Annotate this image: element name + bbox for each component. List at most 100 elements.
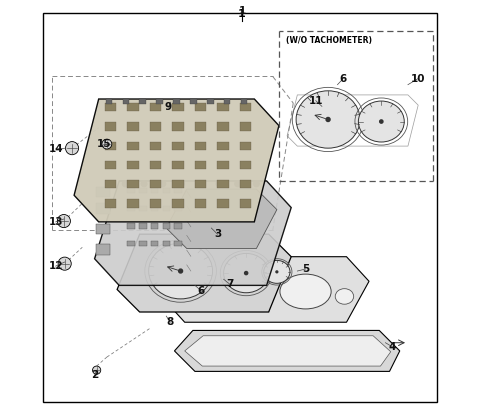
Bar [150, 161, 161, 169]
Text: 6: 6 [339, 74, 347, 83]
Bar [172, 142, 184, 150]
Circle shape [235, 181, 240, 187]
Circle shape [57, 215, 71, 228]
Bar [151, 206, 158, 211]
Bar [151, 224, 158, 229]
Bar [127, 188, 135, 193]
Bar [174, 241, 182, 247]
Bar [217, 199, 229, 208]
Bar [174, 224, 182, 229]
Bar [240, 142, 252, 150]
Circle shape [141, 181, 147, 187]
Bar [195, 180, 206, 188]
Circle shape [197, 181, 203, 187]
Circle shape [253, 181, 259, 187]
Text: 5: 5 [302, 264, 309, 274]
Bar [127, 241, 135, 247]
Circle shape [122, 181, 128, 187]
Ellipse shape [224, 254, 269, 293]
Ellipse shape [359, 101, 404, 142]
Bar [139, 224, 146, 229]
Text: 1: 1 [238, 9, 246, 19]
Circle shape [245, 272, 248, 275]
Bar [96, 224, 110, 234]
Circle shape [179, 181, 184, 187]
Bar [241, 99, 247, 104]
Text: 9: 9 [165, 102, 172, 112]
Bar [127, 122, 139, 131]
Text: 7: 7 [226, 279, 233, 289]
Bar [106, 99, 112, 104]
Bar [105, 142, 116, 150]
Ellipse shape [196, 268, 264, 311]
Polygon shape [166, 189, 277, 249]
Bar [96, 187, 110, 197]
Bar [127, 180, 139, 188]
Text: 11: 11 [309, 96, 323, 106]
Bar [127, 206, 135, 211]
Ellipse shape [264, 261, 290, 283]
Bar [240, 161, 252, 169]
Bar [217, 180, 229, 188]
Bar [105, 199, 116, 208]
Bar [163, 206, 170, 211]
Text: 8: 8 [167, 317, 174, 327]
Bar [163, 241, 170, 247]
Bar [151, 241, 158, 247]
Bar [139, 241, 146, 247]
Circle shape [160, 181, 166, 187]
Circle shape [65, 142, 79, 155]
Bar [217, 103, 229, 111]
Bar [127, 224, 135, 229]
Bar [163, 224, 170, 229]
Ellipse shape [296, 91, 360, 148]
Bar [163, 188, 170, 193]
Bar [195, 161, 206, 169]
Circle shape [179, 269, 182, 273]
Bar [96, 245, 110, 255]
Circle shape [93, 366, 101, 374]
Polygon shape [185, 336, 391, 366]
Ellipse shape [335, 289, 354, 304]
Bar [127, 103, 139, 111]
Bar [240, 122, 252, 131]
Bar [195, 103, 206, 111]
Bar [195, 199, 206, 208]
Bar [139, 206, 146, 211]
Ellipse shape [280, 274, 331, 309]
Bar [207, 99, 214, 104]
Text: 14: 14 [48, 144, 63, 154]
Circle shape [326, 118, 330, 122]
Bar [139, 188, 146, 193]
Bar [240, 103, 252, 111]
Text: (W/O TACHOMETER): (W/O TACHOMETER) [286, 36, 372, 45]
Bar [173, 99, 180, 104]
Circle shape [102, 139, 112, 149]
Bar [224, 99, 230, 104]
Bar [174, 206, 182, 211]
Bar [127, 161, 139, 169]
Bar [140, 99, 146, 104]
Bar [217, 122, 229, 131]
Bar [172, 199, 184, 208]
Polygon shape [74, 99, 279, 222]
Polygon shape [95, 181, 291, 285]
Bar [150, 199, 161, 208]
Bar [122, 99, 129, 104]
Bar [127, 199, 139, 208]
Bar [195, 122, 206, 131]
Bar [190, 99, 197, 104]
Bar [150, 180, 161, 188]
Text: 6: 6 [197, 286, 204, 296]
Bar [240, 180, 252, 188]
Bar [96, 203, 110, 214]
Bar [240, 199, 252, 208]
Text: 12: 12 [48, 261, 63, 271]
Bar [172, 161, 184, 169]
Bar [105, 161, 116, 169]
Text: 10: 10 [411, 74, 425, 83]
Text: 2: 2 [91, 370, 98, 381]
Bar [195, 142, 206, 150]
Ellipse shape [149, 243, 213, 299]
Bar [172, 180, 184, 188]
